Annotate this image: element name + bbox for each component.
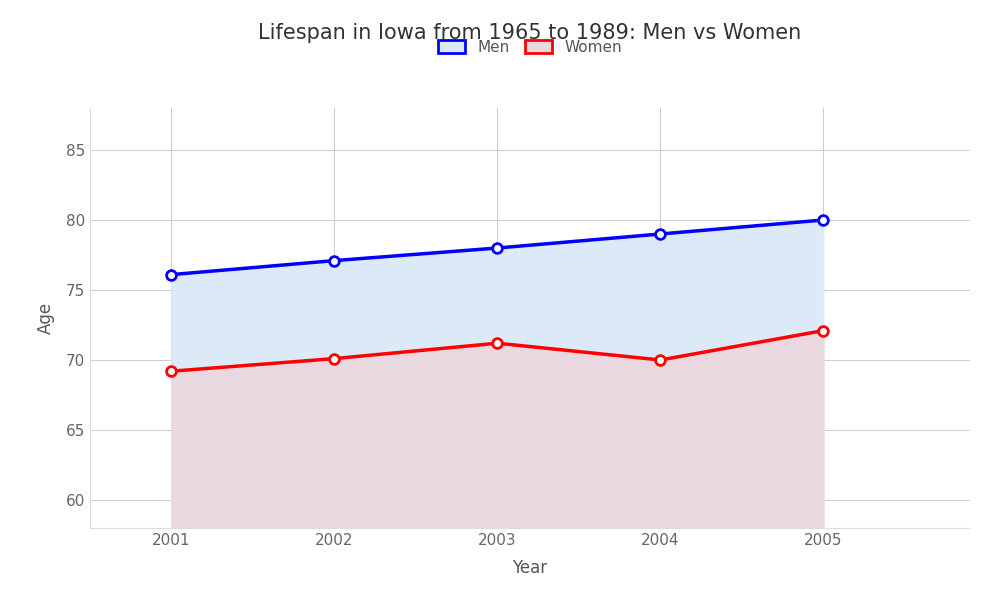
Title: Lifespan in Iowa from 1965 to 1989: Men vs Women: Lifespan in Iowa from 1965 to 1989: Men … — [258, 23, 802, 43]
Y-axis label: Age: Age — [37, 302, 55, 334]
X-axis label: Year: Year — [512, 559, 548, 577]
Legend: Men, Women: Men, Women — [438, 40, 622, 55]
